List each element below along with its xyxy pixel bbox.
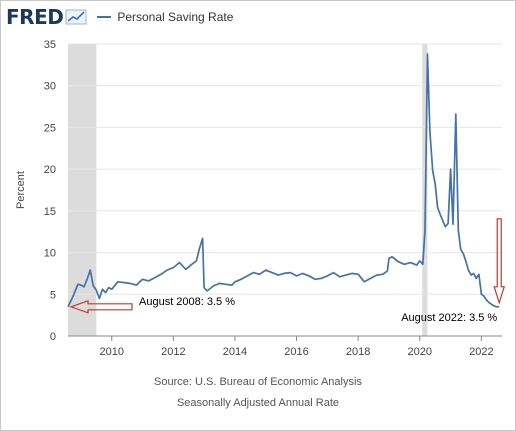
y-tick-label: 15	[44, 206, 56, 218]
y-tick-label: 10	[44, 248, 56, 260]
x-tick-label: 2016	[284, 346, 308, 358]
x-tick-label: 2012	[161, 346, 185, 358]
chart-subtitle: Seasonally Adjusted Annual Rate	[176, 397, 340, 409]
y-tick-label: 5	[50, 289, 56, 301]
y-tick-label: 25	[44, 122, 56, 134]
y-tick-label: 0	[50, 331, 56, 343]
annotation-arrow-left	[69, 299, 133, 314]
x-tick-label: 2018	[346, 346, 370, 358]
series-line	[67, 53, 500, 308]
fred-chart-icon	[65, 9, 87, 25]
legend[interactable]: Personal Saving Rate	[97, 10, 233, 24]
legend-label: Personal Saving Rate	[117, 10, 234, 24]
x-tick-label: 2014	[223, 346, 247, 358]
x-tick-label: 2022	[469, 346, 493, 358]
line-chart[interactable]: 0 5 10 15 20 25 30 35 2010 2012 2014 2016 2018 2020 20…	[0, 0, 516, 375]
x-tick-label: 2010	[99, 346, 123, 358]
x-tick-label: 2020	[408, 346, 432, 358]
y-tick-label: 30	[44, 81, 56, 93]
fred-logo[interactable]: FRED	[6, 5, 64, 29]
chart-header: FRED Personal Saving Rate	[6, 5, 233, 29]
legend-swatch	[97, 16, 112, 18]
annotation-label: August 2008: 3.5 %	[139, 296, 235, 308]
y-tick-label: 35	[44, 39, 56, 51]
y-axis-label: Percent	[15, 171, 27, 209]
source-note: Source: U.S. Bureau of Economic Analysis	[154, 376, 362, 388]
y-tick-label: 20	[44, 164, 56, 176]
annotation-label: August 2022: 3.5 %	[401, 312, 497, 324]
recession-shading	[68, 44, 97, 336]
annotation-arrow-down	[493, 218, 506, 305]
